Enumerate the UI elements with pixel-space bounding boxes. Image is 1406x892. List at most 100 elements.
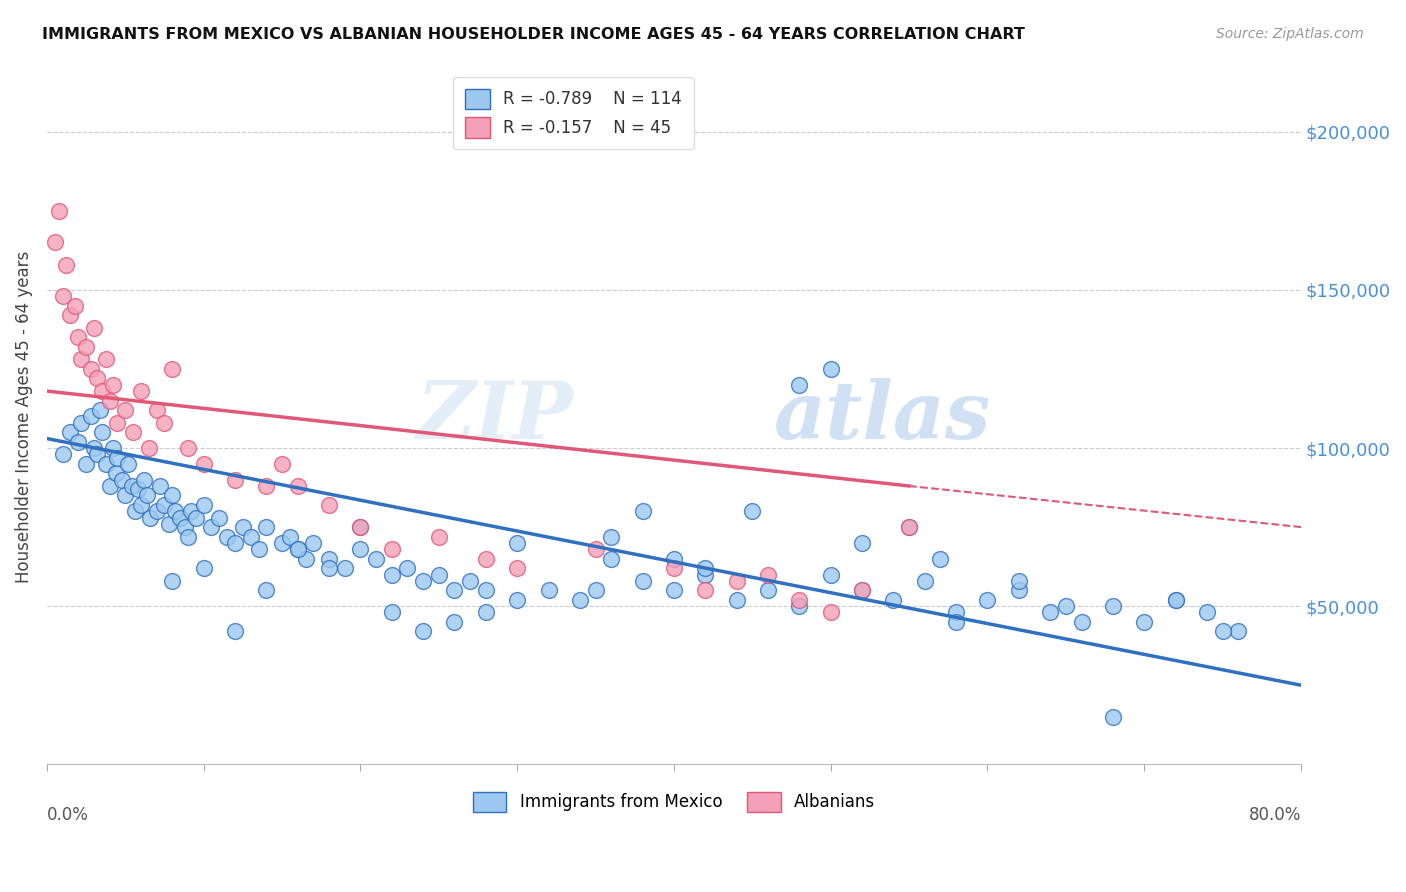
- Point: [820, 567, 842, 582]
- Point: [98, 393, 121, 408]
- Point: [200, 520, 222, 534]
- Point: [48, 203, 70, 218]
- Point: [162, 362, 184, 376]
- Point: [1195, 606, 1218, 620]
- Point: [662, 551, 685, 566]
- Point: [381, 567, 404, 582]
- Legend: Immigrants from Mexico, Albanians: Immigrants from Mexico, Albanians: [467, 785, 882, 819]
- Point: [333, 561, 356, 575]
- Point: [851, 536, 873, 550]
- Point: [898, 520, 921, 534]
- Point: [59, 308, 82, 322]
- Point: [1133, 615, 1156, 629]
- Point: [1164, 592, 1187, 607]
- Point: [239, 530, 262, 544]
- Point: [89, 403, 111, 417]
- Point: [80, 362, 103, 376]
- Point: [585, 583, 607, 598]
- Point: [254, 520, 277, 534]
- Point: [208, 510, 231, 524]
- Point: [1164, 592, 1187, 607]
- Point: [568, 592, 591, 607]
- Point: [1070, 615, 1092, 629]
- Point: [349, 520, 371, 534]
- Point: [180, 504, 202, 518]
- Point: [51, 289, 73, 303]
- Point: [247, 542, 270, 557]
- Point: [80, 409, 103, 424]
- Point: [114, 488, 136, 502]
- Point: [224, 473, 246, 487]
- Point: [173, 520, 195, 534]
- Point: [162, 488, 184, 502]
- Point: [695, 567, 717, 582]
- Point: [139, 510, 162, 524]
- Point: [1227, 624, 1250, 639]
- Point: [475, 583, 498, 598]
- Point: [96, 352, 118, 367]
- Point: [851, 583, 873, 598]
- Point: [121, 479, 143, 493]
- Point: [427, 567, 450, 582]
- Point: [725, 574, 748, 588]
- Point: [165, 504, 187, 518]
- Point: [412, 624, 434, 639]
- Point: [976, 592, 998, 607]
- Point: [162, 574, 184, 588]
- Point: [129, 498, 152, 512]
- Point: [789, 377, 811, 392]
- Point: [153, 416, 176, 430]
- Point: [412, 574, 434, 588]
- Point: [157, 516, 180, 531]
- Point: [443, 583, 465, 598]
- Point: [1008, 583, 1031, 598]
- Point: [184, 510, 207, 524]
- Point: [104, 467, 127, 481]
- Point: [232, 520, 254, 534]
- Point: [1008, 574, 1031, 588]
- Point: [254, 479, 277, 493]
- Point: [914, 574, 936, 588]
- Point: [153, 498, 176, 512]
- Point: [217, 530, 239, 544]
- Point: [107, 416, 129, 430]
- Point: [349, 542, 371, 557]
- Point: [98, 479, 121, 493]
- Point: [287, 542, 309, 557]
- Point: [75, 457, 97, 471]
- Point: [75, 340, 97, 354]
- Point: [193, 457, 215, 471]
- Point: [287, 542, 309, 557]
- Point: [585, 542, 607, 557]
- Point: [67, 330, 90, 344]
- Point: [107, 450, 129, 465]
- Point: [101, 441, 124, 455]
- Point: [55, 258, 77, 272]
- Point: [475, 606, 498, 620]
- Point: [631, 504, 654, 518]
- Point: [381, 606, 404, 620]
- Point: [1054, 599, 1077, 614]
- Point: [443, 615, 465, 629]
- Point: [318, 498, 340, 512]
- Point: [83, 321, 105, 335]
- Point: [96, 457, 118, 471]
- Point: [1102, 599, 1125, 614]
- Point: [302, 536, 325, 550]
- Text: atlas: atlas: [775, 377, 991, 455]
- Point: [111, 473, 134, 487]
- Text: 80.0%: 80.0%: [1249, 806, 1301, 824]
- Point: [86, 371, 108, 385]
- Point: [90, 425, 112, 440]
- Point: [318, 551, 340, 566]
- Point: [44, 235, 66, 250]
- Point: [1212, 624, 1234, 639]
- Point: [67, 434, 90, 449]
- Point: [695, 561, 717, 575]
- Point: [294, 551, 316, 566]
- Point: [193, 561, 215, 575]
- Point: [600, 530, 623, 544]
- Point: [631, 574, 654, 588]
- Point: [756, 583, 779, 598]
- Point: [898, 520, 921, 534]
